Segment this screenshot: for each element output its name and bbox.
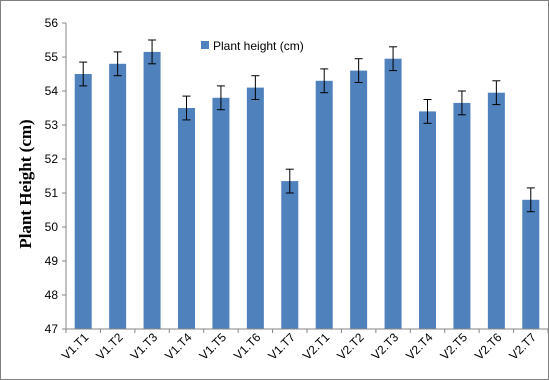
y-axis-ticks: 47 48 49 50 51 52 53 54 55 56: [45, 16, 66, 336]
bar: [488, 93, 505, 329]
bar: [385, 59, 402, 329]
y-tick-label: 52: [45, 152, 59, 166]
x-tick-label: V2.T6: [472, 330, 505, 363]
bar: [281, 181, 298, 329]
bars: [75, 52, 540, 329]
bar: [316, 81, 333, 329]
x-axis-ticks: V1.T1 V1.T2 V1.T3 V1.T4 V1.T5 V1.T6 V1.T7 V2.T1…: [59, 329, 548, 363]
x-tick-label: V2.T1: [300, 330, 333, 363]
x-tick-label: V2.T4: [403, 330, 436, 363]
legend-swatch: [201, 41, 209, 49]
legend: Plant height (cm): [201, 39, 304, 53]
x-tick-label: V2.T7: [506, 330, 539, 363]
x-tick-label: V1.T5: [197, 330, 230, 363]
y-tick-label: 48: [45, 288, 59, 302]
bar: [178, 108, 195, 329]
bar: [350, 71, 367, 329]
y-tick-label: 55: [45, 50, 59, 64]
y-axis-label: Plant Height (cm): [16, 119, 35, 248]
y-tick-label: 51: [45, 186, 59, 200]
bar: [419, 111, 436, 329]
legend-label: Plant height (cm): [213, 39, 304, 53]
x-tick-label: V1.T2: [93, 330, 126, 363]
x-tick-label: V1.T7: [265, 330, 298, 363]
y-tick-label: 49: [45, 254, 59, 268]
x-tick-label: V1.T3: [128, 330, 161, 363]
bar: [453, 103, 470, 329]
bar: [75, 74, 92, 329]
bar: [109, 64, 126, 329]
x-tick-label: V1.T6: [231, 330, 264, 363]
y-tick-label: 50: [45, 220, 59, 234]
y-tick-label: 54: [45, 84, 59, 98]
x-tick-label: V1.T4: [162, 330, 195, 363]
bar: [212, 98, 229, 329]
bar: [144, 52, 161, 329]
x-tick-label: V2.T3: [369, 330, 402, 363]
axes: [66, 23, 548, 329]
y-tick-label: 47: [45, 322, 59, 336]
x-tick-label: V2.T2: [334, 330, 367, 363]
bar: [522, 200, 539, 329]
x-tick-label: V2.T5: [438, 330, 471, 363]
y-tick-label: 56: [45, 16, 59, 30]
y-tick-label: 53: [45, 118, 59, 132]
x-tick-label: V1.T1: [59, 330, 92, 363]
bar: [247, 88, 264, 329]
